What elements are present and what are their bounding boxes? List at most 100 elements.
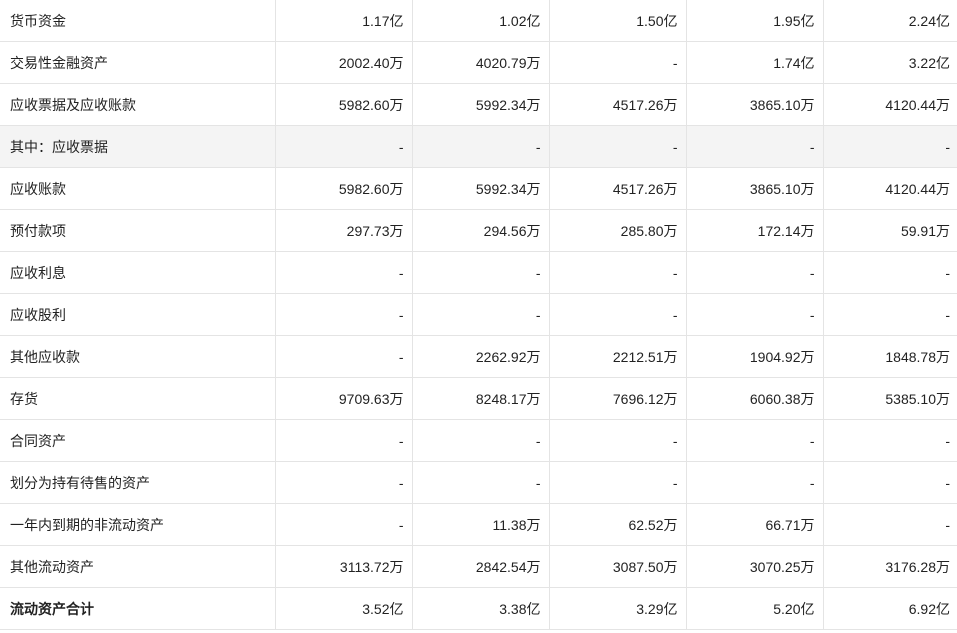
row-label: 应收利息 [0,251,276,294]
row-label: 其他流动资产 [0,545,276,588]
table-row-contract-assets: 合同资产 - - - - - [0,419,957,462]
value-cell: 3176.28万 [822,545,957,588]
value-cell: 1.17亿 [274,0,413,42]
value-cell: - [822,503,957,546]
table-row-other-receivables: 其他应收款 - 2262.92万 2212.51万 1904.92万 1848.… [0,335,957,378]
value-cell: - [822,125,957,168]
row-label: 交易性金融资产 [0,41,276,84]
value-cell: 297.73万 [274,209,413,252]
value-cell: 3087.50万 [548,545,687,588]
row-label: 存货 [0,377,276,420]
value-cell: - [411,251,550,294]
value-cell: 62.52万 [548,503,687,546]
table-row-interest-receivable: 应收利息 - - - - - [0,251,957,294]
value-cell: - [822,251,957,294]
table-row-notes-and-accounts-receivable: 应收票据及应收账款 5982.60万 5992.34万 4517.26万 386… [0,83,957,126]
value-cell: - [685,293,824,336]
table-row-prepayments: 预付款项 297.73万 294.56万 285.80万 172.14万 59.… [0,209,957,252]
value-cell: - [822,419,957,462]
value-cell: 294.56万 [411,209,550,252]
row-label: 合同资产 [0,419,276,462]
value-cell: - [274,251,413,294]
value-cell: - [411,293,550,336]
value-cell: - [685,125,824,168]
row-label: 货币资金 [0,0,276,42]
table-row-cash: 货币资金 1.17亿 1.02亿 1.50亿 1.95亿 2.24亿 [0,0,957,42]
table-row-accounts-receivable: 应收账款 5982.60万 5992.34万 4517.26万 3865.10万… [0,167,957,210]
value-cell: 3865.10万 [685,83,824,126]
table-row-current-portion-noncurrent-assets: 一年内到期的非流动资产 - 11.38万 62.52万 66.71万 - [0,503,957,546]
value-cell: 5982.60万 [274,83,413,126]
table-row-assets-held-for-sale: 划分为持有待售的资产 - - - - - [0,461,957,504]
value-cell: - [274,125,413,168]
value-cell: 3.29亿 [548,587,687,630]
value-cell: 285.80万 [548,209,687,252]
table-row-other-current-assets: 其他流动资产 3113.72万 2842.54万 3087.50万 3070.2… [0,545,957,588]
value-cell: 1.50亿 [548,0,687,42]
row-label: 一年内到期的非流动资产 [0,503,276,546]
value-cell: 3.52亿 [274,587,413,630]
value-cell: 66.71万 [685,503,824,546]
value-cell: 2842.54万 [411,545,550,588]
value-cell: 2002.40万 [274,41,413,84]
value-cell: 4517.26万 [548,167,687,210]
value-cell: 2212.51万 [548,335,687,378]
row-label: 流动资产合计 [0,587,276,630]
value-cell: 3865.10万 [685,167,824,210]
value-cell: 3.38亿 [411,587,550,630]
value-cell: - [411,125,550,168]
value-cell: 5992.34万 [411,83,550,126]
value-cell: 1.95亿 [685,0,824,42]
row-label: 预付款项 [0,209,276,252]
row-label: 其中：应收票据 [0,125,276,168]
value-cell: - [274,335,413,378]
value-cell: 9709.63万 [274,377,413,420]
value-cell: 6060.38万 [685,377,824,420]
value-cell: 5982.60万 [274,167,413,210]
value-cell: - [548,419,687,462]
value-cell: - [548,251,687,294]
value-cell: - [274,419,413,462]
row-label: 其他应收款 [0,335,276,378]
row-label: 应收票据及应收账款 [0,83,276,126]
value-cell: 3.22亿 [822,41,957,84]
value-cell: 1.02亿 [411,0,550,42]
row-label: 划分为持有待售的资产 [0,461,276,504]
value-cell: 6.92亿 [822,587,957,630]
table-row-total-current-assets: 流动资产合计 3.52亿 3.38亿 3.29亿 5.20亿 6.92亿 [0,587,957,630]
row-label: 应收股利 [0,293,276,336]
value-cell: - [685,461,824,504]
value-cell: 5.20亿 [685,587,824,630]
value-cell: 5992.34万 [411,167,550,210]
value-cell: 5385.10万 [822,377,957,420]
value-cell: 11.38万 [411,503,550,546]
value-cell: 1904.92万 [685,335,824,378]
value-cell: - [822,461,957,504]
value-cell: 59.91万 [822,209,957,252]
value-cell: 2262.92万 [411,335,550,378]
value-cell: 4020.79万 [411,41,550,84]
value-cell: 3113.72万 [274,545,413,588]
value-cell: 1848.78万 [822,335,957,378]
row-label: 应收账款 [0,167,276,210]
value-cell: - [411,419,550,462]
value-cell: - [274,503,413,546]
value-cell: - [685,251,824,294]
value-cell: - [274,461,413,504]
value-cell: - [411,461,550,504]
value-cell: 4120.44万 [822,83,957,126]
value-cell: - [548,293,687,336]
value-cell: 3070.25万 [685,545,824,588]
value-cell: - [685,419,824,462]
table-row-inventory: 存货 9709.63万 8248.17万 7696.12万 6060.38万 5… [0,377,957,420]
value-cell: - [274,293,413,336]
value-cell: 2.24亿 [822,0,957,42]
table-row-trading-financial-assets: 交易性金融资产 2002.40万 4020.79万 - 1.74亿 3.22亿 [0,41,957,84]
value-cell: - [548,125,687,168]
value-cell: 7696.12万 [548,377,687,420]
value-cell: 1.74亿 [685,41,824,84]
value-cell: 4517.26万 [548,83,687,126]
value-cell: - [548,41,687,84]
